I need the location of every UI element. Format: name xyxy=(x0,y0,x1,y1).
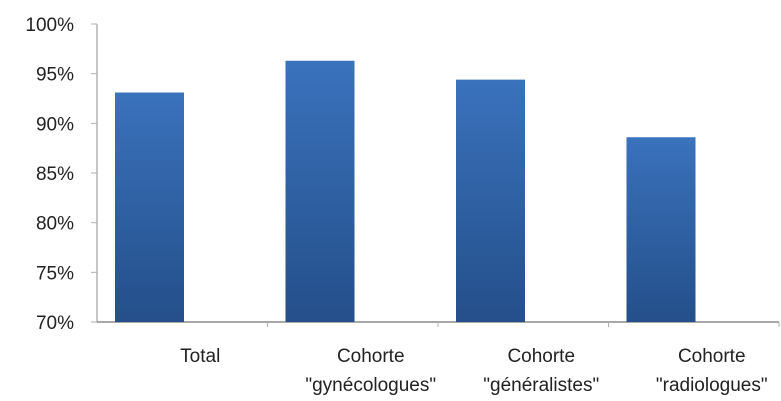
y-tick-label: 100% xyxy=(25,15,74,36)
x-category-label: "gynécologues" xyxy=(305,375,436,396)
y-tick-label: 70% xyxy=(36,313,74,334)
y-tick-label: 85% xyxy=(36,164,74,185)
bars-layer xyxy=(115,60,696,323)
x-category-label: "généralistes" xyxy=(483,375,599,396)
x-category-label: Cohorte xyxy=(507,346,575,367)
x-category-label: Cohorte xyxy=(678,346,746,367)
x-category-label: Total xyxy=(180,346,220,367)
x-category-label: Cohorte xyxy=(337,346,405,367)
x-category-label: "radiologues" xyxy=(656,375,768,396)
y-tick-label: 90% xyxy=(36,114,74,135)
bar xyxy=(626,137,696,322)
bar xyxy=(115,92,184,322)
y-tick-label: 80% xyxy=(36,214,74,235)
x-category-labels-layer: Total Cohorte "gynécologues" Cohorte "généra… xyxy=(180,346,767,396)
y-tick-label: 75% xyxy=(36,263,74,284)
y-tick-label: 95% xyxy=(36,65,74,86)
bar xyxy=(285,60,355,323)
bar xyxy=(456,79,525,322)
y-tick-labels-layer: 70% 75% 80% 85% 90% 95% 100% xyxy=(25,15,74,334)
